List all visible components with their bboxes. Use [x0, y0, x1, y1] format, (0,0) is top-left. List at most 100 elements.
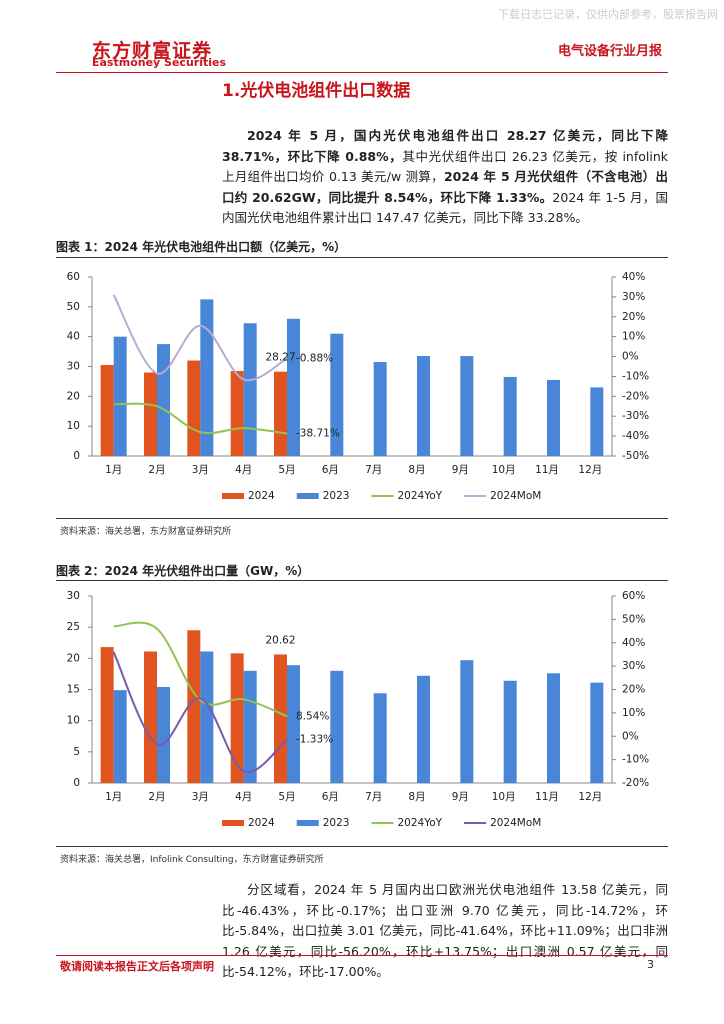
legend-swatch	[222, 493, 244, 499]
y2-tick-label: -30%	[622, 410, 649, 422]
bar	[274, 654, 287, 783]
bar	[460, 660, 474, 783]
logo: 东方财富证券	[92, 40, 213, 62]
legend-label: 2024YoY	[397, 490, 442, 502]
bar	[230, 370, 244, 456]
y-tick-label: 5	[73, 746, 80, 758]
y2-tick-label: 60%	[622, 590, 645, 602]
text-run: 2024 年 5 月，国内光伏电池组件出口 28.27 亿美元，同比下降 38.…	[222, 128, 668, 164]
bar	[547, 673, 560, 783]
y2-tick-label: 40%	[622, 271, 645, 283]
y2-tick-label: -10%	[622, 754, 649, 766]
y-tick-label: 20	[67, 652, 80, 664]
figure-source: 资料来源：海关总署，东方财富证券研究所	[60, 527, 232, 537]
footer-rule	[56, 955, 668, 956]
legend-swatch	[296, 493, 319, 499]
bar	[373, 693, 387, 783]
figure-rule	[56, 846, 668, 847]
bar	[287, 665, 300, 783]
bar	[144, 651, 157, 783]
y2-tick-label: 30%	[622, 660, 645, 672]
y2-tick-label: -50%	[622, 450, 649, 462]
figure-rule	[56, 257, 668, 258]
bar	[590, 387, 604, 456]
x-tick-label: 1月	[105, 464, 122, 476]
y-tick-label: 15	[67, 684, 80, 696]
bar	[230, 653, 244, 783]
x-tick-label: 3月	[192, 791, 209, 803]
bar	[157, 687, 170, 783]
y-tick-label: 40	[67, 331, 80, 343]
y-tick-label: 10	[67, 420, 80, 432]
bar	[100, 365, 114, 456]
page-number: 3	[647, 958, 654, 971]
data-label: 8.54%	[296, 710, 329, 722]
section-title: 1.光伏电池组件出口数据	[222, 81, 411, 101]
y-tick-label: 0	[73, 777, 80, 789]
legend-label: 2023	[323, 490, 350, 502]
bar	[330, 333, 344, 456]
legend-label: 2024	[248, 817, 275, 829]
y2-tick-label: 0%	[622, 730, 639, 742]
y-tick-label: 30	[67, 361, 80, 373]
bar	[417, 675, 430, 783]
line	[112, 294, 288, 382]
disclaimer: 敬请阅读本报告正文后各项声明	[60, 960, 214, 973]
text-run: 2024 年 5 月光伏组件（不含电池）出口约 20.62GW，同比提升 8.5…	[222, 169, 668, 205]
text-run: 2024 年 1-5 月，国内国光伏电池组件累计出口 147.47 亿美元，同比…	[222, 189, 669, 226]
y2-tick-label: 20%	[622, 684, 645, 696]
x-tick-label: 10月	[492, 464, 516, 476]
x-tick-label: 9月	[452, 464, 469, 476]
paragraph: 2024 年 5 月，国内光伏电池组件出口 28.27 亿美元，同比下降 38.…	[222, 126, 668, 229]
bar	[243, 323, 257, 456]
figure-title: 图表 2：2024 年光伏组件出口量（GW，%）	[56, 564, 310, 578]
x-tick-label: 10月	[492, 791, 516, 803]
bar	[590, 682, 604, 783]
line	[113, 402, 288, 435]
paragraph: 分区域看，2024 年 5 月国内出口欧洲光伏电池组件 13.58 亿美元，同比…	[222, 882, 668, 979]
legend-label: 2024YoY	[397, 817, 442, 829]
bar	[113, 690, 127, 783]
bar	[287, 318, 300, 456]
y2-tick-label: 10%	[622, 331, 645, 343]
y-tick-label: 10	[67, 715, 80, 727]
legend-label: 2024	[248, 490, 275, 502]
bar	[157, 344, 170, 456]
bar	[330, 670, 344, 783]
x-tick-label: 6月	[322, 791, 339, 803]
line	[112, 651, 288, 774]
bar	[417, 356, 430, 456]
x-tick-label: 5月	[278, 791, 295, 803]
bar	[100, 647, 114, 783]
x-tick-label: 3月	[192, 464, 209, 476]
legend-label: 2023	[323, 817, 350, 829]
x-tick-label: 11月	[535, 791, 559, 803]
data-label: -38.71%	[296, 428, 340, 440]
y2-tick-label: 30%	[622, 291, 645, 303]
y-tick-label: 60	[67, 271, 80, 283]
x-tick-label: 1月	[105, 791, 122, 803]
y2-tick-label: -20%	[622, 777, 649, 789]
x-tick-label: 11月	[535, 464, 559, 476]
x-tick-label: 12月	[578, 791, 602, 803]
figure-title: 图表 1：2024 年光伏电池组件出口额（亿美元，%）	[56, 240, 347, 254]
y2-tick-label: 40%	[622, 637, 645, 649]
y2-tick-label: 50%	[622, 613, 645, 625]
watermark: 下载日志已记录，仅供内部参考，股票报告网	[498, 8, 718, 21]
y-tick-label: 20	[67, 390, 80, 402]
bar	[200, 651, 214, 783]
bar	[460, 356, 474, 456]
legend-label: 2024MoM	[490, 817, 541, 829]
bar	[200, 299, 214, 456]
x-tick-label: 2月	[148, 464, 165, 476]
x-tick-label: 4月	[235, 464, 252, 476]
legend-swatch	[296, 820, 319, 826]
y-tick-label: 0	[73, 450, 80, 462]
x-tick-label: 5月	[278, 464, 295, 476]
figure-rule	[56, 580, 668, 581]
bar	[503, 376, 517, 456]
x-tick-label: 6月	[322, 464, 339, 476]
x-tick-label: 8月	[408, 464, 425, 476]
text-run: 其中光伏组件出口 26.23 亿美元，按 infolink 上月组件出口均价 0…	[222, 148, 668, 185]
